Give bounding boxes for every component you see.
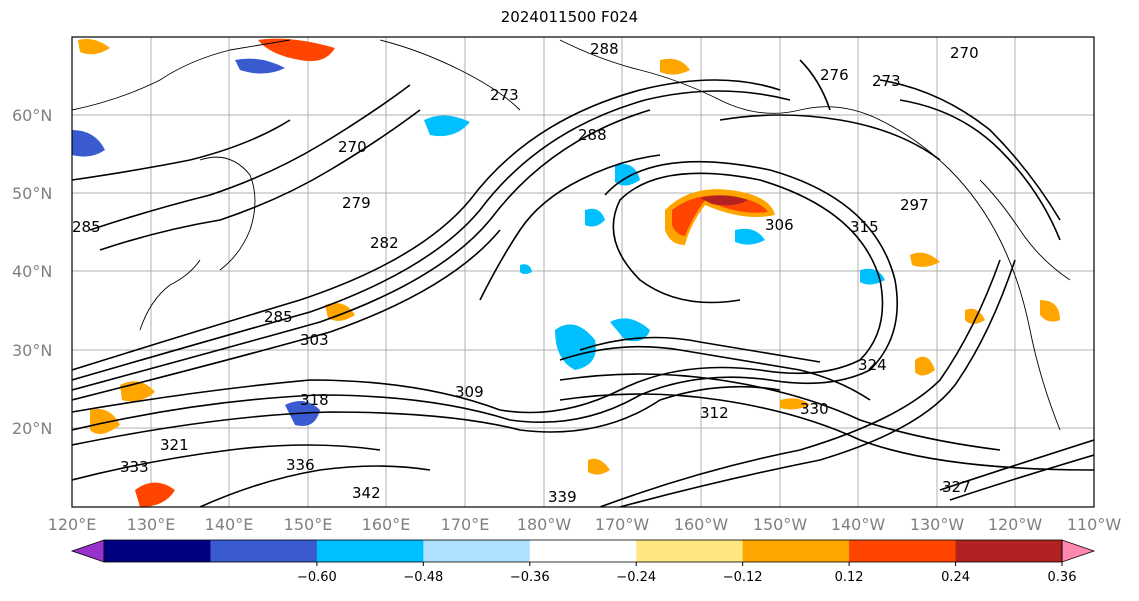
coastlines: [72, 39, 1071, 431]
contour-label: 312: [700, 404, 729, 422]
contour-label: 282: [370, 234, 399, 252]
colorbar-ticks: −0.60−0.48−0.36−0.24−0.120.120.240.360.4…: [297, 562, 1077, 585]
colorbar-tick-label: −0.60: [297, 570, 337, 585]
colorbar-tick-label: 0.12: [835, 570, 864, 585]
colorbar-segment: [529, 540, 637, 562]
map-content: [72, 37, 1094, 507]
gridlines: [72, 37, 1094, 507]
colorbar-tick-label: −0.48: [403, 570, 443, 585]
colorbar-extend-high: [1061, 539, 1096, 563]
contour-label: 288: [578, 126, 607, 144]
colorbar-segment: [316, 540, 424, 562]
contour-label: 303: [300, 331, 329, 349]
colorbar-segment: [636, 540, 744, 562]
colorbar-segment: [104, 540, 211, 562]
contour-label: 285: [72, 218, 101, 236]
colorbar-extend-low: [70, 539, 105, 563]
lat-label: 40°N: [12, 262, 52, 281]
contour-label: 270: [338, 138, 367, 156]
map-area: [72, 37, 1094, 507]
colorbar-tick-label: −0.36: [510, 570, 550, 585]
lon-label: 150°W: [753, 515, 808, 534]
contour-label: 339: [548, 488, 577, 506]
colorbar-segment: [849, 540, 957, 562]
contour-label: 309: [455, 383, 484, 401]
colorbar-tick-label: −0.12: [723, 570, 763, 585]
map-title: 2024011500 F024: [500, 8, 639, 26]
colorbar-tick-label: 0.36: [1048, 570, 1077, 585]
colorbar: [70, 539, 1096, 563]
lon-label: 110°W: [1067, 515, 1122, 534]
contour-label: 270: [950, 44, 979, 62]
lon-label: 130°W: [910, 515, 965, 534]
lon-label: 170°E: [441, 515, 490, 534]
contour-label: 315: [850, 218, 879, 236]
lat-label: 60°N: [12, 106, 52, 125]
colorbar-segment: [742, 540, 850, 562]
lat-label: 50°N: [12, 184, 52, 203]
contour-label: 276: [820, 66, 849, 84]
contour-label: 273: [872, 72, 901, 90]
contour-label: 336: [286, 456, 315, 474]
shaded-anomalies: [72, 38, 1060, 507]
lat-label: 20°N: [12, 419, 52, 438]
contour-label: 279: [342, 194, 371, 212]
lon-label: 160°E: [362, 515, 411, 534]
contour-label: 330: [800, 400, 829, 418]
lon-label: 170°W: [595, 515, 650, 534]
colorbar-tick-label: −0.24: [616, 570, 656, 585]
height-contours: [72, 59, 1094, 507]
contour-label: 321: [160, 436, 189, 454]
lat-label: 30°N: [12, 341, 52, 360]
longitude-axis: 120°E 130°E 140°E 150°E 160°E 170°E 180°…: [48, 515, 1122, 534]
colorbar-segment: [955, 540, 1063, 562]
contour-label: 306: [765, 216, 794, 234]
contour-label: 342: [352, 484, 381, 502]
lon-label: 180°W: [517, 515, 572, 534]
lon-label: 120°E: [48, 515, 97, 534]
lon-label: 120°W: [988, 515, 1043, 534]
contour-label: 327: [942, 478, 971, 496]
colorbar-tick-label: 0.24: [941, 570, 970, 585]
lon-label: 130°E: [127, 515, 176, 534]
contour-labels: 288 270 273 276 285 270 273 279 282 285 …: [72, 40, 979, 506]
colorbar-segment: [210, 540, 318, 562]
lon-label: 140°W: [831, 515, 886, 534]
map-frame: [71, 36, 1095, 508]
contour-label: 273: [490, 86, 519, 104]
contour-label: 318: [300, 391, 329, 409]
contour-label: 333: [120, 458, 149, 476]
latitude-axis: 60°N 50°N 40°N 30°N 20°N: [12, 106, 52, 438]
colorbar-outline: [103, 539, 1063, 563]
lon-label: 160°W: [674, 515, 729, 534]
contour-label: 324: [858, 356, 887, 374]
colorbar-segment: [423, 540, 531, 562]
lon-label: 140°E: [205, 515, 254, 534]
contour-label: 288: [590, 40, 619, 58]
contour-label: 285: [264, 308, 293, 326]
lon-label: 150°E: [284, 515, 333, 534]
contour-label: 297: [900, 196, 929, 214]
